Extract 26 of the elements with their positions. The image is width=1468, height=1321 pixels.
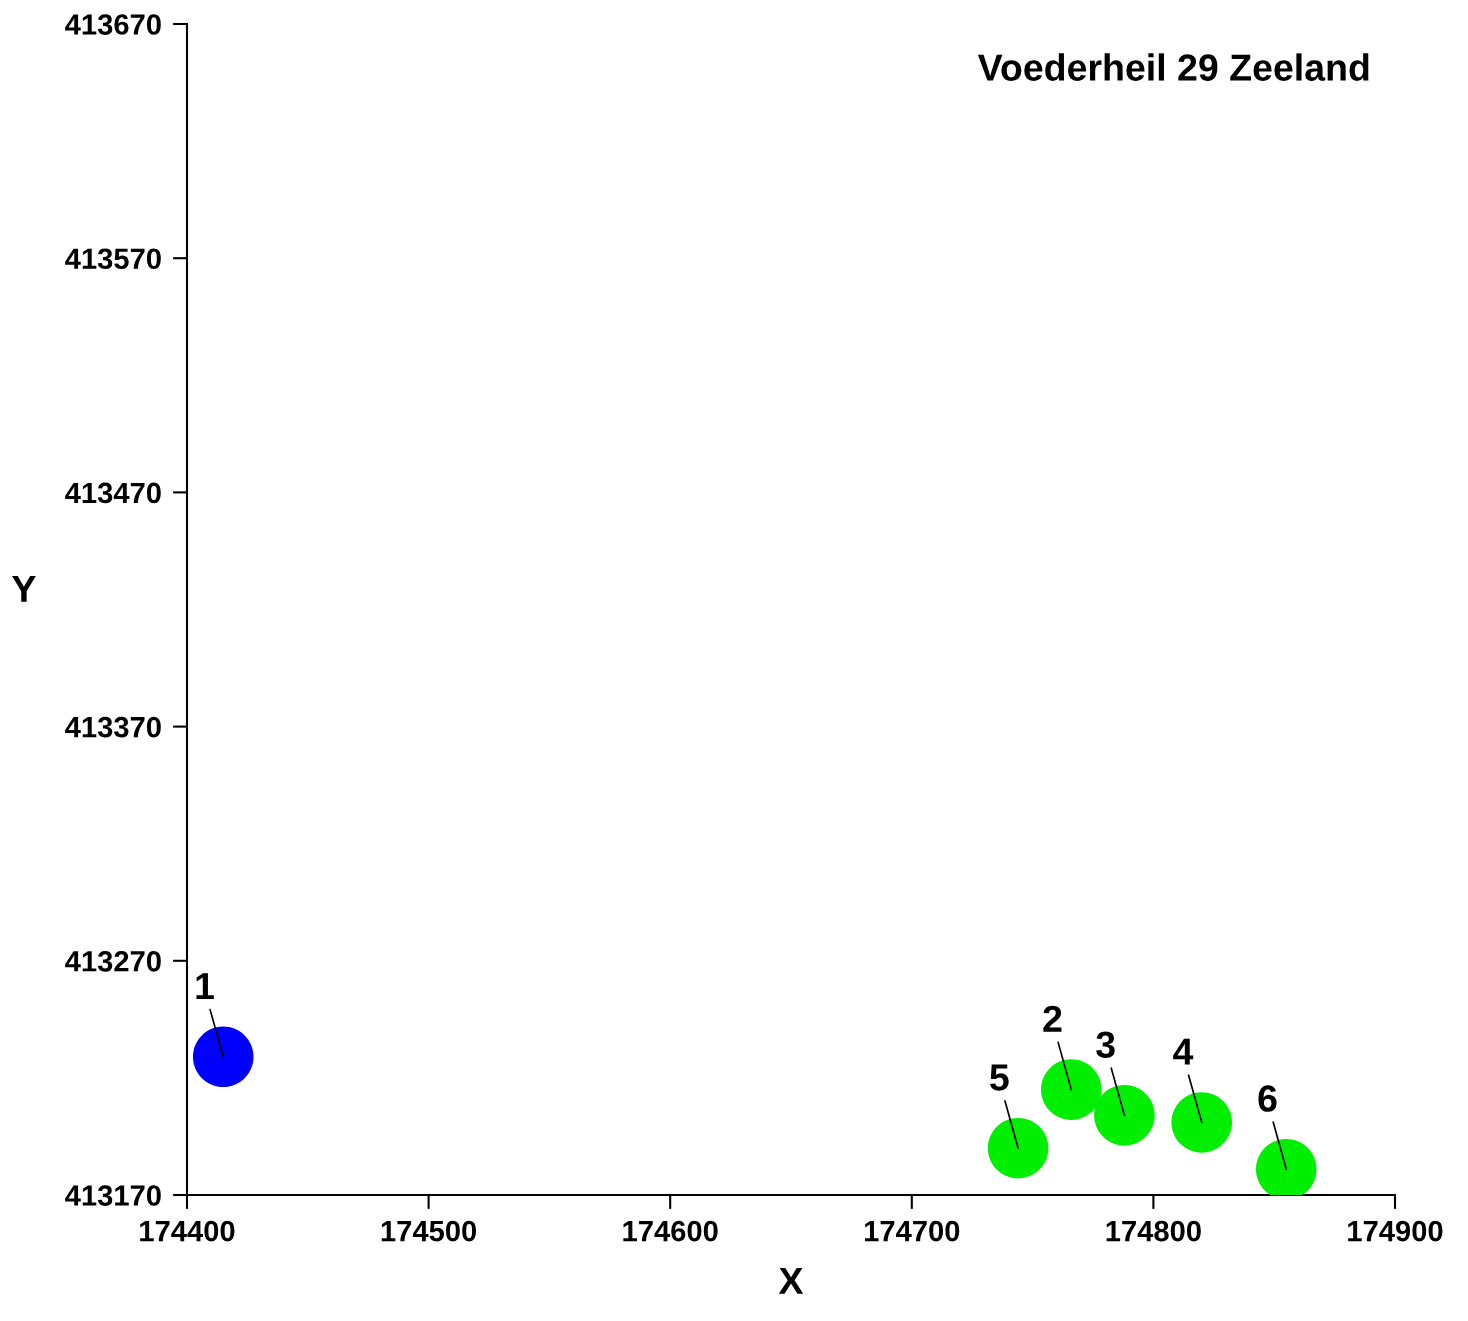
x-axis-title: X <box>778 1268 804 1294</box>
x-tick-label: 174700 <box>864 1220 960 1242</box>
annotation: 5 <box>990 1064 1009 1091</box>
annotation: 3 <box>1096 1031 1115 1059</box>
annotation: 2 <box>1043 1005 1062 1032</box>
x-tick-label: 174600 <box>623 1220 718 1242</box>
annotation: 1 <box>196 973 214 1000</box>
text: Voederheil 29 Zeeland <box>977 53 1369 81</box>
point <box>192 1026 254 1088</box>
y-tick-label: 413170 <box>65 1185 161 1206</box>
y-tick-label: 413670 <box>65 14 161 35</box>
x-tick-label: 174900 <box>1348 1220 1443 1242</box>
y-axis-title: Y <box>12 575 36 602</box>
point <box>1094 1085 1155 1146</box>
point <box>1040 1059 1102 1120</box>
annotation: 4 <box>1173 1038 1194 1065</box>
annotation: 6 <box>1258 1085 1277 1112</box>
point <box>1171 1092 1232 1153</box>
point <box>987 1117 1049 1179</box>
y-tick-label: 413470 <box>65 482 161 504</box>
y-tick-label: 413270 <box>65 951 161 972</box>
x-tick-label: 174500 <box>381 1220 477 1242</box>
y-tick-label: 413570 <box>65 248 161 270</box>
x-tick-label: 174800 <box>1106 1220 1201 1242</box>
y-tick-label: 413370 <box>65 716 161 738</box>
x-tick-label: 174400 <box>140 1220 235 1242</box>
